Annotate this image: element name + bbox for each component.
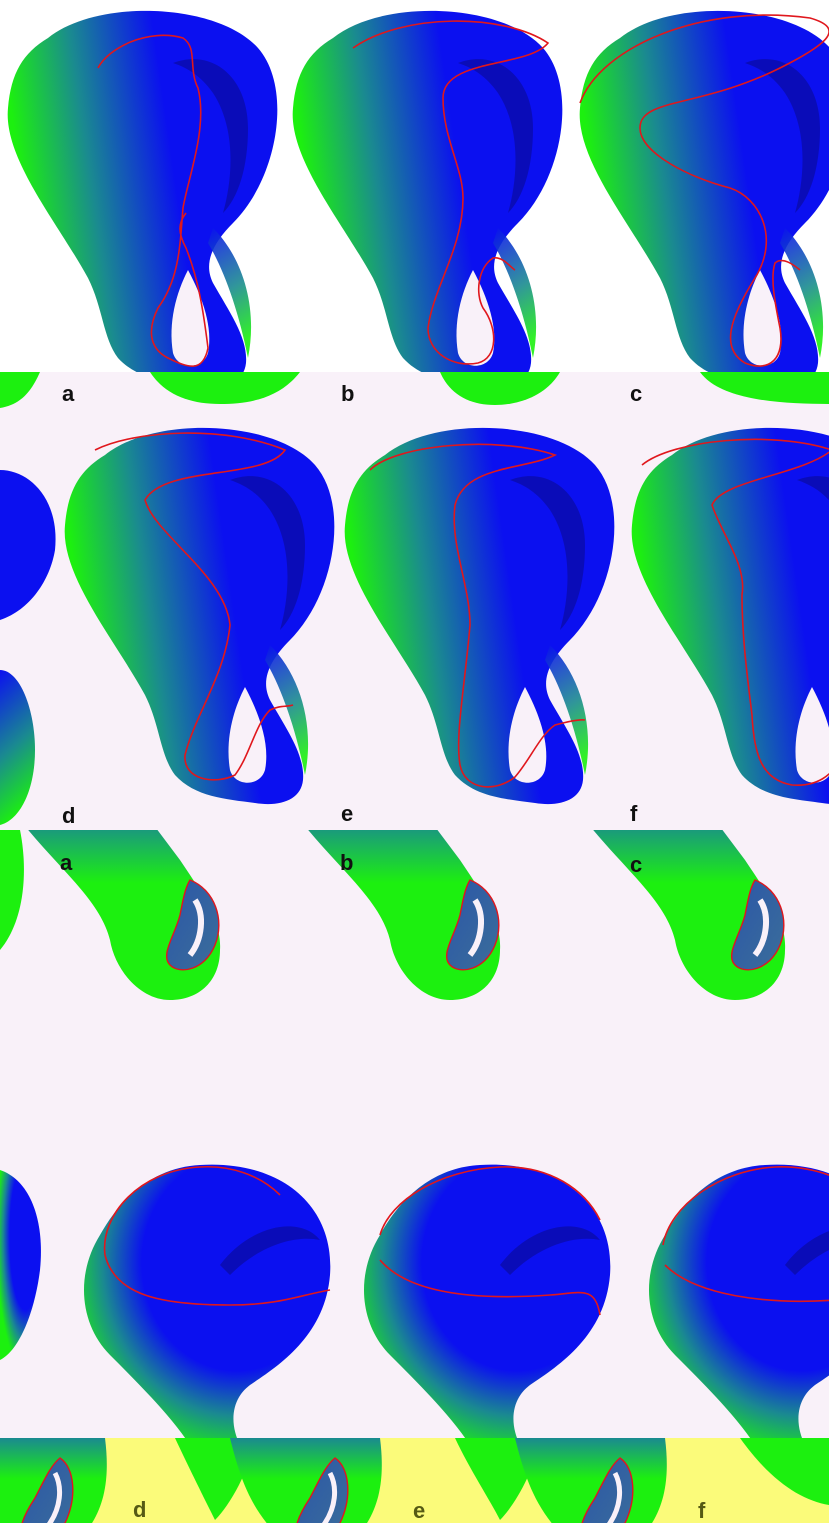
bottle-e xyxy=(344,427,615,805)
tail-inner xyxy=(296,1457,349,1523)
loop-inner xyxy=(730,879,785,971)
bottle-c xyxy=(579,10,829,388)
figure1-row2-canvas xyxy=(0,427,829,825)
ball-crescent xyxy=(220,1226,320,1275)
bottle-hole xyxy=(171,270,210,366)
level-set-contour xyxy=(97,34,209,367)
bottle-crescent xyxy=(797,476,829,501)
bottle-b xyxy=(292,10,563,388)
ball-d xyxy=(83,1164,331,1445)
tail-d xyxy=(0,1438,107,1523)
panel-label-f-2: f xyxy=(698,1498,706,1523)
bottle-hole xyxy=(456,270,495,366)
ball-crescent xyxy=(500,1226,600,1275)
bottle-f xyxy=(631,427,829,804)
loop-hole xyxy=(187,898,204,957)
edge-fragment xyxy=(740,1438,829,1505)
bottle-crescent xyxy=(745,59,820,214)
row1-strip xyxy=(0,372,829,410)
level-set-contour xyxy=(103,1165,331,1306)
panel-label-e: e xyxy=(341,801,354,826)
panel-label-d-2: d xyxy=(133,1497,147,1522)
figure1-row1: a b c xyxy=(0,0,829,410)
tail-hole xyxy=(606,1471,623,1523)
edge-fragment xyxy=(700,372,829,404)
panel-label-b: b xyxy=(341,381,355,406)
ball-e xyxy=(363,1164,611,1445)
edge-fragment xyxy=(0,372,40,408)
bottle-hole xyxy=(508,687,547,783)
tail-hole xyxy=(46,1471,63,1523)
ball-f xyxy=(649,1164,829,1445)
panel-label-c: c xyxy=(630,381,643,406)
edge-fragment xyxy=(175,1438,255,1520)
bottle-crescent xyxy=(230,476,305,630)
bottle-surface xyxy=(292,10,563,388)
level-set-contour xyxy=(662,1166,829,1303)
edge-fragment xyxy=(0,470,56,620)
level-set-contour xyxy=(379,1166,601,1316)
edge-fragment xyxy=(455,1438,540,1520)
tail-f xyxy=(515,1438,667,1523)
bottle-hole xyxy=(228,687,267,783)
panel-label-a: a xyxy=(62,381,75,406)
body-lower xyxy=(593,830,786,1000)
level-set-contour xyxy=(94,432,294,781)
loop-hole xyxy=(752,898,769,957)
panel-label-b-2: b xyxy=(340,850,354,875)
ball-surface xyxy=(363,1164,611,1445)
edge-fragment xyxy=(0,830,24,950)
edge-fragment xyxy=(0,670,35,825)
bottle-surface xyxy=(631,427,829,804)
level-set-contour xyxy=(352,20,550,365)
ball-crescent xyxy=(785,1231,829,1275)
bottle-loop xyxy=(208,228,252,358)
ball-surface xyxy=(649,1164,829,1445)
bottle-crescent xyxy=(173,59,248,214)
panel-label-e-2: e xyxy=(413,1498,426,1523)
body-lower xyxy=(28,830,221,1000)
panel-label-a-2: a xyxy=(60,850,73,875)
level-set-contour xyxy=(579,14,829,367)
tail-inner xyxy=(581,1457,634,1523)
yellow-strip xyxy=(0,1438,829,1523)
figure2-row2-canvas xyxy=(0,1164,829,1523)
bottle-loop xyxy=(265,645,309,775)
figure2-row2: d e f xyxy=(0,1160,829,1523)
figure2-row1: a b c xyxy=(0,830,829,1160)
bottle-d xyxy=(64,427,335,805)
bottle-hole xyxy=(795,687,829,783)
bottle-loop xyxy=(545,645,589,775)
figure1-row2: d e f xyxy=(0,410,829,830)
figure2-row1-canvas xyxy=(0,830,786,1000)
bottle-hole xyxy=(743,270,782,366)
panel-label-d: d xyxy=(62,803,76,828)
edge-fragment xyxy=(440,372,560,405)
edge-fragment xyxy=(0,1170,41,1360)
bottle-surface xyxy=(64,427,335,805)
tail-hole xyxy=(321,1471,338,1523)
loop-inner xyxy=(445,879,500,971)
bottle-loop xyxy=(780,228,824,358)
bottle-crescent xyxy=(458,59,533,214)
level-set-contour xyxy=(641,438,829,786)
bottle-surface xyxy=(7,10,278,388)
loop-inner xyxy=(165,879,220,971)
panel-label-c-2: c xyxy=(630,852,643,877)
bottle-crescent xyxy=(510,476,585,630)
level-set-contour xyxy=(369,443,586,788)
figure1-row1-canvas xyxy=(0,10,829,410)
panel-label-f: f xyxy=(630,801,638,826)
loop-hole xyxy=(467,898,484,957)
bottle-surface xyxy=(344,427,615,805)
tail-inner xyxy=(21,1457,74,1523)
tail-e xyxy=(230,1438,382,1523)
edge-fragment xyxy=(150,372,300,404)
body-lower xyxy=(308,830,501,1000)
bottle-a xyxy=(7,10,278,388)
